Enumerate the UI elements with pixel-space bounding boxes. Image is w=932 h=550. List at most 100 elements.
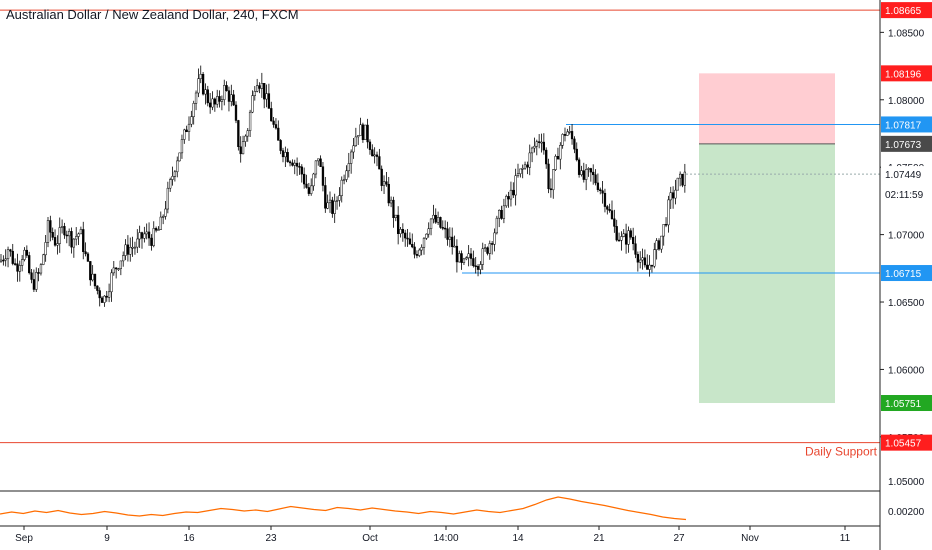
time-tick-label: 9 bbox=[104, 533, 110, 544]
candle-body bbox=[502, 205, 506, 219]
candle-body bbox=[422, 237, 426, 248]
time-tick-label: 16 bbox=[183, 533, 195, 544]
candle-body bbox=[72, 238, 75, 248]
candle-body bbox=[46, 220, 50, 243]
candle-body bbox=[542, 141, 546, 151]
candle-body bbox=[535, 141, 538, 147]
candle-body bbox=[648, 264, 651, 270]
candle-body bbox=[624, 233, 628, 245]
candle-body bbox=[112, 267, 115, 274]
candle-body bbox=[441, 227, 444, 229]
candle-body bbox=[491, 243, 494, 245]
candle-body bbox=[664, 224, 668, 226]
candle-body bbox=[201, 73, 205, 95]
candle-body bbox=[617, 239, 621, 242]
candle-body bbox=[154, 228, 158, 231]
candle-body bbox=[267, 93, 271, 109]
candle-body bbox=[439, 217, 442, 228]
candle-body bbox=[681, 173, 684, 186]
candle-body bbox=[436, 217, 440, 223]
candle-body bbox=[432, 214, 435, 220]
candle-body bbox=[380, 168, 383, 186]
candle-body bbox=[368, 141, 372, 150]
candle-body bbox=[610, 210, 614, 220]
candle-body bbox=[481, 248, 484, 265]
candle-body bbox=[79, 229, 83, 235]
candle-body bbox=[627, 230, 630, 245]
candle-body bbox=[281, 150, 285, 158]
candle-body bbox=[98, 290, 101, 299]
candle-body bbox=[192, 103, 195, 117]
price-badge bbox=[881, 395, 932, 412]
price-badge-label: 1.06715 bbox=[885, 269, 922, 280]
candle-body bbox=[342, 179, 346, 181]
candle-body bbox=[636, 254, 640, 263]
candle-body bbox=[232, 94, 235, 106]
price-tick-label: 1.07000 bbox=[888, 231, 925, 242]
oscillator-line bbox=[0, 496, 687, 521]
candle-body bbox=[136, 238, 139, 248]
candle-body bbox=[286, 152, 289, 163]
candle-body bbox=[653, 249, 656, 267]
time-tick-label: 23 bbox=[265, 533, 277, 544]
candle-body bbox=[679, 173, 682, 179]
candle-body bbox=[601, 190, 604, 194]
candle-body bbox=[277, 127, 280, 141]
candle-body bbox=[93, 273, 97, 287]
candle-body bbox=[411, 243, 414, 248]
candle-body bbox=[465, 257, 468, 260]
candle-body bbox=[469, 253, 473, 259]
candle-body bbox=[563, 134, 567, 136]
candle-body bbox=[361, 124, 365, 140]
candle-body bbox=[540, 141, 543, 144]
time-tick-label: 14 bbox=[512, 533, 524, 544]
candle-body bbox=[194, 92, 198, 104]
candle-body bbox=[434, 214, 437, 223]
horizontal-levels[interactable]: Daily Support bbox=[0, 9, 880, 459]
candle-body bbox=[401, 229, 405, 234]
candle-body bbox=[444, 227, 447, 230]
candle-body bbox=[0, 259, 3, 262]
candle-body bbox=[580, 170, 583, 175]
candle-body bbox=[446, 228, 449, 240]
candle-body bbox=[143, 233, 146, 239]
candle-body bbox=[162, 216, 165, 218]
candle-body bbox=[366, 124, 369, 143]
candle-body bbox=[272, 120, 275, 125]
candle-body bbox=[629, 230, 632, 238]
candle-body bbox=[676, 177, 679, 191]
oscillator-tick-label: 1.05000 bbox=[888, 477, 925, 488]
candle-body bbox=[359, 124, 362, 136]
candle-body bbox=[328, 199, 332, 204]
time-tick-label: 14:00 bbox=[433, 533, 458, 544]
candle-body bbox=[577, 159, 581, 175]
candle-body bbox=[185, 129, 188, 132]
candle-body bbox=[585, 169, 588, 180]
candle-body bbox=[662, 224, 665, 237]
price-badge bbox=[881, 186, 932, 203]
candle-body bbox=[246, 130, 249, 137]
candle-body bbox=[65, 234, 68, 237]
candle-body bbox=[620, 236, 623, 241]
candle-body bbox=[493, 232, 496, 245]
candle-body bbox=[448, 236, 452, 240]
candle-body bbox=[340, 179, 343, 196]
candle-body bbox=[413, 246, 416, 255]
candle-body bbox=[347, 163, 350, 172]
candle-body bbox=[25, 249, 29, 256]
candle-body bbox=[171, 176, 174, 180]
risk-reward-zones[interactable] bbox=[699, 73, 835, 404]
candle-body bbox=[420, 247, 423, 251]
price-badge-label: 1.05457 bbox=[885, 439, 922, 450]
stop-loss-zone[interactable] bbox=[699, 73, 835, 144]
price-badge-label: 1.05751 bbox=[885, 399, 922, 410]
candle-body bbox=[526, 164, 529, 168]
candle-body bbox=[239, 146, 242, 155]
candle-body bbox=[603, 192, 607, 207]
candle-body bbox=[270, 108, 273, 122]
candle-body bbox=[178, 152, 181, 162]
candle-body bbox=[509, 189, 513, 200]
candle-body bbox=[596, 182, 600, 190]
price-badges: 1.08665 1.08196 1.07817 1.07673 1.07449 02:11… bbox=[881, 2, 932, 451]
